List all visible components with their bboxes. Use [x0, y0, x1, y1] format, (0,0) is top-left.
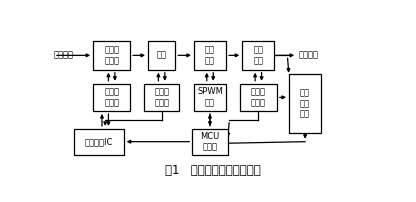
- Text: 推挽控制IC: 推挽控制IC: [84, 137, 113, 146]
- Text: 直流升
压电路: 直流升 压电路: [104, 45, 119, 65]
- Bar: [289, 74, 321, 133]
- Text: 输出
滤波: 输出 滤波: [253, 45, 263, 65]
- Text: 直流电
压反馈: 直流电 压反馈: [154, 87, 169, 107]
- Text: MCU
控制器: MCU 控制器: [201, 132, 220, 152]
- Bar: [240, 84, 277, 111]
- Text: 直流输入: 直流输入: [54, 51, 74, 60]
- Text: 交流
电压
反馈: 交流 电压 反馈: [300, 88, 310, 119]
- Text: 过流检
测反馈: 过流检 测反馈: [104, 87, 119, 107]
- Text: 图1   逆变器基本结构原理图: 图1 逆变器基本结构原理图: [165, 164, 261, 177]
- Bar: [192, 129, 228, 155]
- Bar: [144, 84, 179, 111]
- Bar: [93, 41, 130, 70]
- Text: SPWM
驱动: SPWM 驱动: [197, 87, 223, 107]
- Text: 交流输出: 交流输出: [299, 51, 319, 60]
- Bar: [93, 84, 130, 111]
- Text: 滤波: 滤波: [156, 51, 167, 60]
- Bar: [148, 41, 175, 70]
- Bar: [242, 41, 275, 70]
- Text: 逆变
电路: 逆变 电路: [205, 45, 215, 65]
- Bar: [194, 84, 226, 111]
- Bar: [74, 129, 124, 155]
- Bar: [194, 41, 226, 70]
- Text: 过流检
测反馈: 过流检 测反馈: [251, 87, 266, 107]
